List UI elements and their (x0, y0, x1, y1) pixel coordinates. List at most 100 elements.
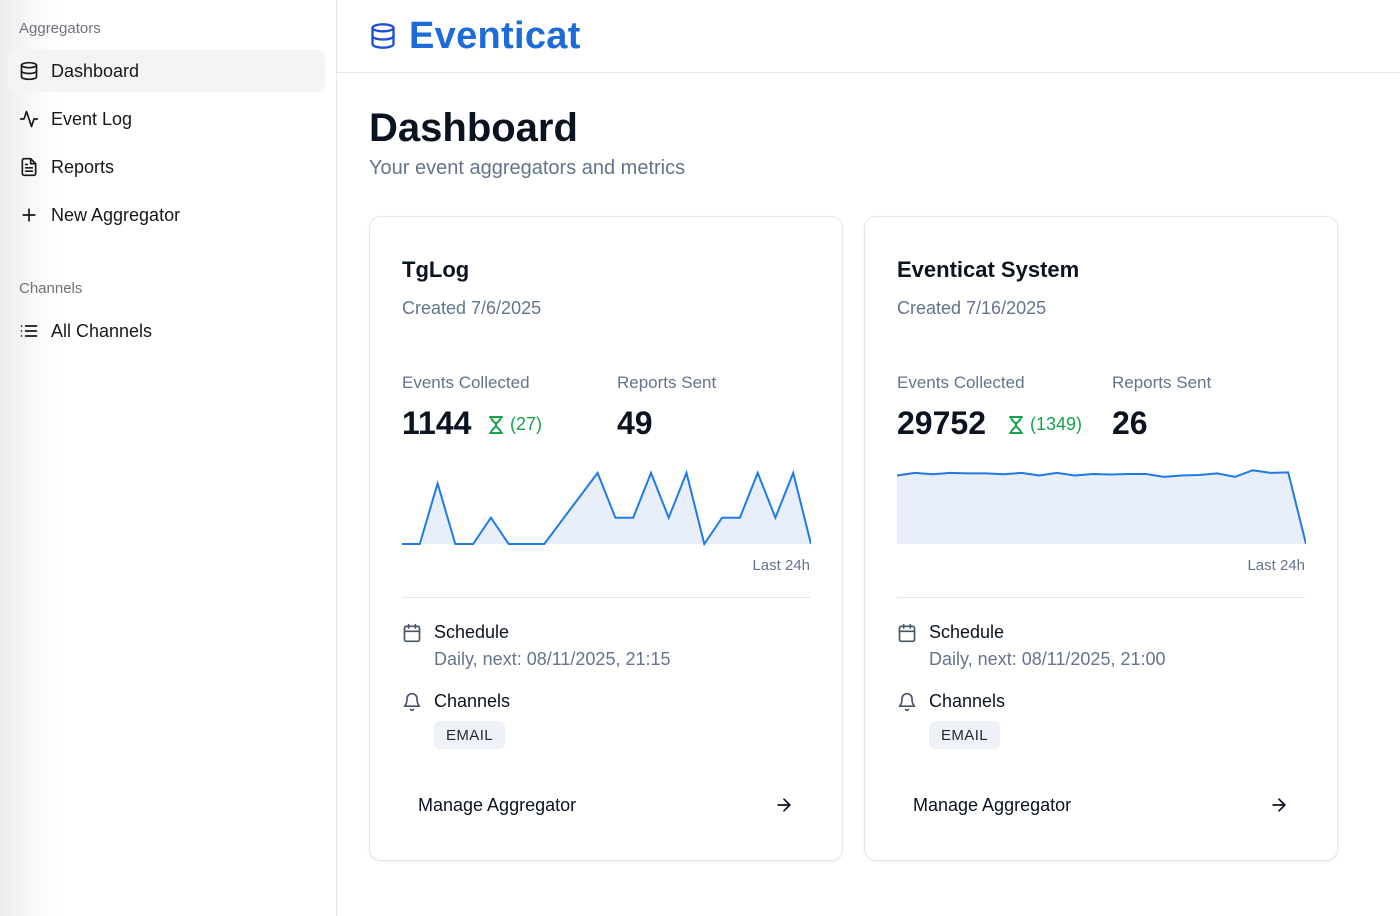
sparkline-point-18 (703, 543, 705, 545)
sparkline-caption: Last 24h (1247, 557, 1305, 574)
hourglass-icon (488, 415, 504, 435)
schedule-detail: Daily, next: 08/11/2025, 21:15 (434, 649, 671, 669)
created-date: Created 7/6/2025 (402, 298, 542, 318)
database-icon (19, 61, 39, 81)
sparkline-chart (897, 469, 1306, 545)
sparkline-point-8 (1020, 472, 1022, 474)
aggregator-name: Eventicat System (897, 257, 1080, 282)
events-collected-value: 29752 (897, 405, 986, 441)
sparkline-point-16 (668, 517, 670, 519)
sidebar-item-reports[interactable]: Reports (8, 146, 325, 188)
sparkline-point-4 (454, 543, 456, 545)
sparkline-point-22 (1269, 472, 1271, 474)
sparkline-point-15 (650, 472, 652, 474)
sidebar-item-label: All Channels (51, 320, 153, 341)
created-date: Created 7/16/2025 (897, 298, 1047, 318)
schedule-title: Schedule (434, 622, 510, 642)
sparkline-area (897, 470, 1306, 544)
manage-aggregator-button[interactable]: Manage Aggregator (402, 783, 810, 827)
aggregator-name: TgLog (402, 257, 470, 282)
page-title: Dashboard (369, 106, 578, 150)
reports-sent-label: Reports Sent (1112, 373, 1212, 392)
events-collected-label: Events Collected (897, 373, 1025, 392)
sparkline-point-5 (967, 472, 969, 474)
sidebar-item-label: Dashboard (51, 60, 140, 81)
sparkline-point-6 (490, 517, 492, 519)
brand-logo[interactable]: Eventicat (409, 14, 581, 57)
calendar-icon (402, 623, 422, 643)
events-collected-label: Events Collected (402, 373, 530, 392)
sparkline-point-2 (419, 543, 421, 545)
pending-events: (1349) (1008, 414, 1082, 435)
sparkline-point-21 (757, 472, 759, 474)
sparkline-point-4 (949, 472, 951, 474)
sidebar-item-label: Event Log (51, 108, 133, 129)
sparkline-point-20 (1234, 476, 1236, 478)
bell-icon (402, 692, 422, 712)
sparkline-point-10 (561, 519, 563, 521)
sparkline-point-17 (1181, 475, 1183, 477)
sparkline-point-5 (472, 543, 474, 545)
sparkline-point-13 (614, 517, 616, 519)
sparkline-point-21 (1252, 469, 1254, 471)
aggregator-card: TgLog Created 7/6/2025 Events Collected … (369, 216, 843, 861)
list-icon (19, 321, 39, 341)
sparkline-point-17 (686, 472, 688, 474)
sparkline-point-11 (1074, 475, 1076, 477)
sparkline-point-13 (1109, 473, 1111, 475)
sidebar-item-label: Reports (51, 156, 115, 177)
sparkline-point-16 (1163, 476, 1165, 478)
divider (897, 597, 1305, 598)
sparkline-point-23 (1287, 471, 1289, 473)
aggregator-card: Eventicat System Created 7/16/2025 Event… (864, 216, 1338, 861)
bell-icon (897, 692, 917, 712)
sparkline-point-12 (597, 472, 599, 474)
sparkline-point-19 (1216, 472, 1218, 474)
pending-count: (1349) (1030, 414, 1083, 434)
sidebar-section-title: Aggregators (19, 20, 101, 37)
sparkline-point-23 (792, 472, 794, 474)
arrow-right-icon (1269, 795, 1289, 815)
sparkline-point-10 (1056, 472, 1058, 474)
sparkline-line (402, 469, 811, 547)
sparkline-point-14 (632, 517, 634, 519)
pending-events: (27) (488, 414, 542, 435)
channels-title: Channels (434, 691, 511, 711)
sparkline-caption: Last 24h (752, 557, 810, 574)
sparkline-chart (402, 469, 811, 547)
file-text-icon (19, 157, 39, 177)
calendar-icon (897, 623, 917, 643)
sidebar-item-all-channels[interactable]: All Channels (8, 310, 325, 352)
manage-aggregator-button[interactable]: Manage Aggregator (897, 783, 1305, 827)
sparkline-line (897, 469, 1306, 545)
manage-aggregator-label: Manage Aggregator (913, 794, 1072, 815)
sparkline-point-22 (774, 517, 776, 519)
events-collected-value: 1144 (402, 405, 472, 441)
sparkline-point-12 (1092, 473, 1094, 475)
sidebar-item-dashboard[interactable]: Dashboard (8, 50, 325, 92)
activity-icon (19, 109, 39, 129)
sparkline-point-18 (1198, 474, 1200, 476)
page-subtitle: Your event aggregators and metrics (369, 157, 686, 179)
schedule-detail: Daily, next: 08/11/2025, 21:00 (929, 649, 1166, 669)
sparkline-point-15 (1145, 473, 1147, 475)
sidebar-item-new-aggregator[interactable]: New Aggregator (8, 194, 325, 236)
channel-chip: EMAIL (434, 721, 506, 749)
manage-aggregator-label: Manage Aggregator (418, 794, 577, 815)
sparkline-point-2 (914, 472, 916, 474)
database-icon (369, 22, 397, 50)
sidebar-section-title: Channels (19, 280, 83, 297)
divider (402, 597, 810, 598)
sidebar-item-event-log[interactable]: Event Log (8, 98, 325, 140)
top-header: Eventicat (337, 0, 1400, 73)
sparkline-point-8 (525, 543, 527, 545)
reports-sent-value: 49 (617, 405, 653, 441)
pending-count: (27) (510, 414, 543, 434)
sidebar-item-label: New Aggregator (51, 204, 181, 225)
sparkline-point-9 (1038, 475, 1040, 477)
plus-icon (19, 205, 39, 225)
sparkline-point-14 (1127, 473, 1129, 475)
sparkline-point-3 (932, 473, 934, 475)
hourglass-icon (1008, 415, 1024, 435)
sparkline-point-11 (579, 496, 581, 498)
